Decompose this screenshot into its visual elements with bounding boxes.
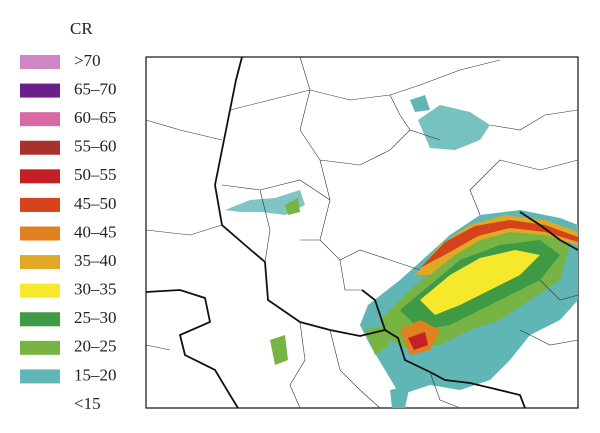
legend-label: 25–30 (74, 308, 117, 327)
legend-label: 65–70 (74, 79, 117, 98)
legend-swatch (20, 112, 60, 127)
legend-label: 40–45 (74, 222, 117, 241)
legend-swatch (20, 55, 60, 69)
legend-swatch (20, 83, 60, 98)
legend-swatch (20, 169, 60, 184)
legend-label: >70 (74, 51, 101, 70)
legend-title: CR (70, 19, 93, 38)
legend-swatch (20, 226, 60, 241)
boundaries (145, 56, 579, 409)
map (145, 56, 579, 409)
legend-swatch (20, 369, 60, 384)
legend-swatch (20, 312, 60, 327)
legend-label: 15–20 (74, 365, 117, 384)
legend-label: 45–50 (74, 194, 117, 213)
legend-swatch (20, 197, 60, 212)
legend-swatch (20, 283, 60, 298)
legend-label: 30–35 (74, 280, 117, 299)
legend: >70 65–70 60–65 55–60 50–55 45–50 40–45 35–40 30… (20, 51, 117, 413)
legend-swatch (20, 340, 60, 355)
legend-label: 20–25 (74, 337, 117, 356)
legend-label: <15 (74, 394, 101, 413)
radar-echoes (225, 95, 578, 408)
legend-label: 60–65 (74, 108, 117, 127)
legend-swatch (20, 255, 60, 270)
legend-label: 35–40 (74, 251, 117, 270)
legend-swatch (20, 140, 60, 155)
legend-label: 50–55 (74, 165, 117, 184)
legend-label: 55–60 (74, 137, 117, 156)
